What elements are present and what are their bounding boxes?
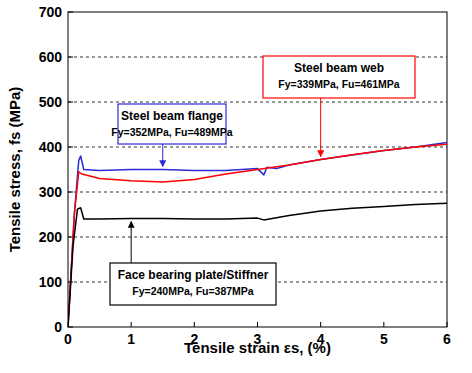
- chart: 01002003004005006007000123456Tensile str…: [0, 0, 472, 373]
- series-line: [68, 203, 447, 327]
- y-tick: [68, 147, 73, 148]
- annotation-text: Fy=352MPa, Fu=489MPa: [111, 126, 233, 138]
- x-tick: [131, 322, 132, 327]
- x-tick-label: 5: [380, 331, 388, 347]
- y-tick-label: 100: [39, 274, 63, 290]
- plot-frame: [68, 12, 447, 327]
- annotation-arrow: [162, 144, 163, 167]
- x-tick: [320, 322, 321, 327]
- y-tick: [68, 102, 73, 103]
- grid-line: [68, 192, 447, 193]
- annotation-box: [110, 263, 276, 305]
- y-tick-label: 600: [39, 49, 63, 65]
- grid-line: [68, 237, 447, 238]
- x-tick-label: 1: [127, 331, 135, 347]
- y-tick-label: 200: [39, 229, 63, 245]
- y-tick-label: 700: [39, 4, 63, 20]
- x-tick-label: 6: [443, 331, 451, 347]
- x-axis-label: Tensile strain εs, (%): [184, 339, 331, 356]
- annotation-text: Fy=240MPa, Fu=387MPa: [132, 285, 254, 297]
- annotation-title: Face bearing plate/Stiffner: [118, 268, 269, 282]
- annotation-box: [118, 104, 226, 144]
- annotation-box: [263, 56, 415, 98]
- annotation-title: Steel beam web: [294, 61, 384, 75]
- y-tick-label: 400: [39, 139, 63, 155]
- y-tick: [68, 237, 73, 238]
- grid-line: [68, 102, 447, 103]
- y-axis-label: Tensile stress, fs (MPa): [6, 87, 23, 253]
- y-tick-label: 0: [54, 319, 62, 335]
- annotation-arrow: [131, 222, 132, 263]
- y-tick: [68, 57, 73, 58]
- series-line: [68, 144, 447, 327]
- y-tick: [68, 192, 73, 193]
- annotation-title: Steel beam flange: [121, 109, 223, 123]
- series-group: [68, 143, 447, 328]
- x-tick-label: 0: [64, 331, 72, 347]
- y-tick-label: 300: [39, 184, 63, 200]
- x-tick: [194, 322, 195, 327]
- y-tick-label: 500: [39, 94, 63, 110]
- annotation-text: Fy=339MPa, Fu=461MPa: [278, 78, 400, 90]
- grid-line: [68, 147, 447, 148]
- x-tick: [383, 322, 384, 327]
- x-tick: [257, 322, 258, 327]
- annotation-arrow: [320, 98, 321, 157]
- series-line: [68, 143, 447, 328]
